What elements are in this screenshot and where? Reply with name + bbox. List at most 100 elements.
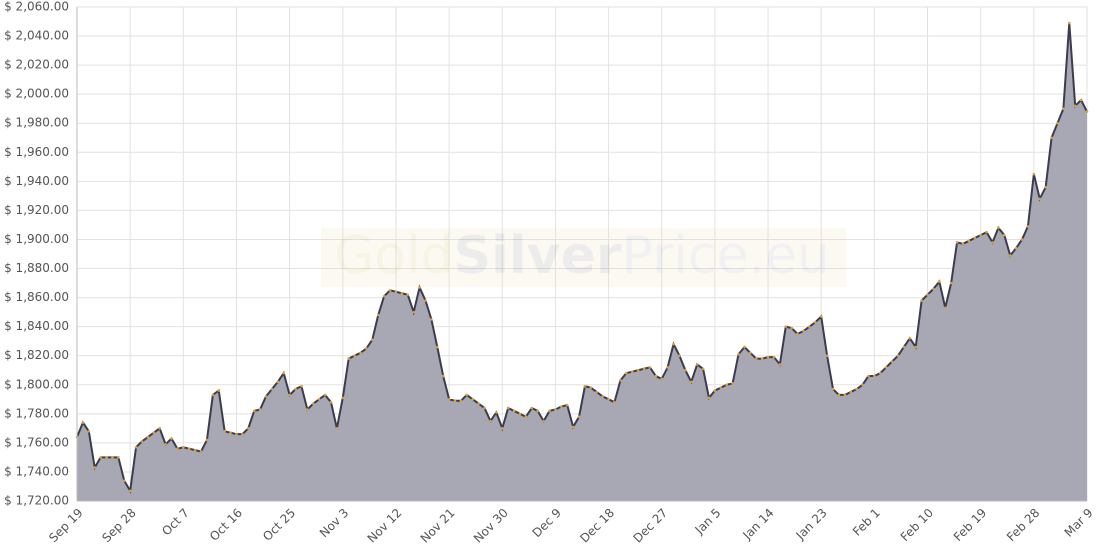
data-point: [323, 393, 327, 397]
data-point: [660, 377, 664, 381]
data-point: [518, 412, 522, 416]
data-point: [164, 443, 167, 446]
data-point: [772, 355, 776, 359]
data-point: [223, 429, 226, 433]
data-point: [884, 366, 888, 369]
data-point: [536, 409, 540, 413]
data-point: [979, 233, 982, 237]
y-tick-label: $ 1,980.00: [4, 116, 69, 130]
y-tick-label: $ 1,880.00: [4, 261, 69, 275]
data-point: [246, 427, 250, 430]
data-point: [624, 371, 628, 375]
data-point: [1050, 136, 1053, 140]
data-point: [1020, 238, 1024, 241]
y-tick-label: $ 1,800.00: [4, 377, 69, 391]
data-point: [642, 367, 646, 371]
data-point: [317, 397, 321, 401]
data-point: [601, 395, 604, 398]
data-point: [589, 386, 593, 389]
data-point: [241, 432, 244, 436]
data-point: [1026, 225, 1030, 228]
x-tick-label: Nov 21: [418, 506, 458, 546]
data-point: [235, 432, 238, 436]
data-point: [435, 345, 439, 349]
data-point: [790, 326, 793, 330]
data-point: [430, 318, 433, 321]
data-point: [825, 354, 829, 358]
data-point: [506, 406, 510, 410]
x-tick-label: Nov 3: [317, 506, 352, 541]
y-tick-label: $ 1,740.00: [4, 464, 69, 478]
x-tick-label: Feb 10: [898, 506, 936, 544]
data-point: [1085, 110, 1089, 113]
data-point: [855, 387, 858, 391]
data-point: [802, 329, 805, 333]
data-point: [926, 293, 929, 296]
data-point: [311, 402, 315, 405]
data-point: [122, 479, 126, 482]
data-point: [229, 431, 232, 435]
y-tick-label: $ 1,860.00: [4, 290, 69, 304]
data-point: [654, 374, 658, 378]
data-point: [684, 368, 687, 372]
data-point: [583, 384, 587, 388]
data-point: [1044, 185, 1047, 189]
data-point: [217, 389, 221, 392]
data-point: [376, 313, 380, 317]
data-point: [666, 366, 669, 369]
data-point: [193, 448, 197, 452]
watermark: GoldSilverPrice.eu: [321, 226, 846, 287]
data-point: [335, 427, 339, 430]
data-point: [512, 409, 516, 413]
x-tick-label: Mar 9: [1062, 506, 1096, 540]
data-point: [252, 409, 256, 413]
data-point: [524, 415, 528, 419]
data-point: [719, 386, 723, 389]
data-point: [542, 419, 545, 423]
data-point: [932, 287, 935, 291]
data-point: [896, 354, 900, 358]
data-point: [796, 332, 799, 336]
data-point: [607, 397, 610, 401]
data-point: [701, 367, 705, 371]
data-point: [973, 236, 977, 240]
y-tick-label: $ 1,960.00: [4, 145, 69, 159]
data-point: [554, 408, 557, 411]
data-point: [819, 315, 823, 318]
data-point: [873, 374, 876, 378]
data-point: [140, 440, 144, 443]
x-tick-label: Dec 18: [577, 506, 617, 546]
data-point: [152, 431, 156, 435]
data-point: [111, 456, 114, 459]
data-point: [778, 363, 782, 366]
data-point: [424, 299, 427, 302]
data-point: [560, 405, 563, 408]
data-point: [371, 338, 374, 342]
x-tick-label: Jan 14: [739, 506, 776, 543]
data-point: [938, 280, 941, 283]
data-point: [495, 411, 498, 414]
data-point: [961, 242, 965, 246]
data-point: [1056, 121, 1059, 125]
data-point: [630, 370, 634, 373]
data-point: [914, 345, 918, 349]
data-point: [695, 363, 699, 366]
x-tick-label: Nov 30: [471, 506, 511, 546]
data-point: [849, 390, 853, 394]
x-tick-label: Feb 1: [850, 506, 883, 539]
data-point: [353, 354, 356, 358]
data-point: [636, 368, 640, 372]
data-point: [365, 347, 368, 350]
data-point: [105, 456, 108, 459]
data-point: [1003, 233, 1006, 237]
data-point: [571, 425, 575, 429]
data-point: [619, 379, 622, 382]
y-tick-label: $ 1,780.00: [4, 406, 69, 420]
data-point: [81, 421, 85, 424]
y-tick-label: $ 1,920.00: [4, 203, 69, 217]
data-point: [985, 230, 988, 234]
data-point: [754, 357, 758, 360]
data-point: [418, 286, 421, 289]
data-point: [500, 427, 504, 430]
data-point: [867, 374, 870, 378]
